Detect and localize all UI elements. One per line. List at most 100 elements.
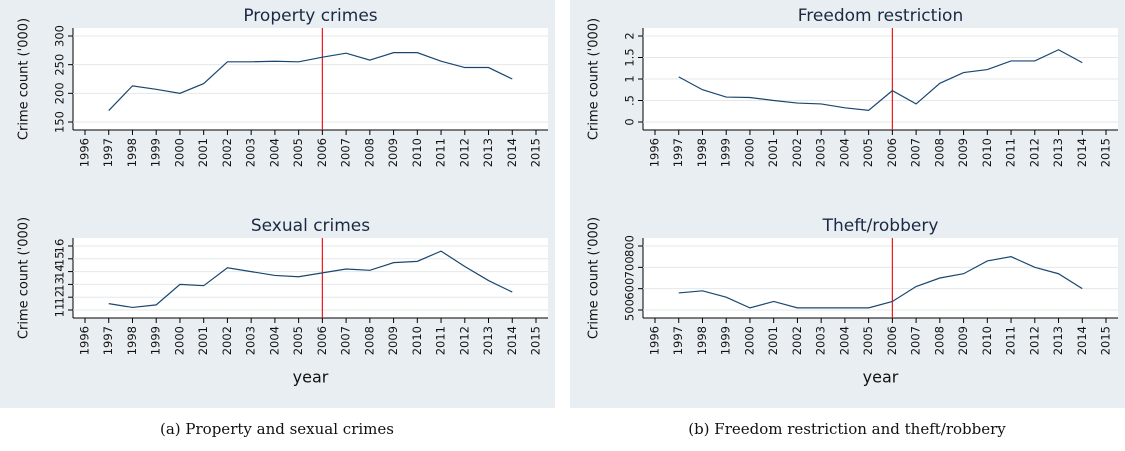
- y-tick-label: 12: [53, 290, 67, 305]
- y-tick-label: 200: [53, 82, 67, 104]
- y-tick-label: 16: [53, 239, 67, 254]
- x-tick-label: 2007: [909, 138, 923, 167]
- x-tick-label: 2009: [956, 138, 970, 167]
- x-tick-label: 2004: [837, 138, 851, 167]
- x-tick-label: 2013: [481, 138, 495, 167]
- x-tick-label: 2012: [457, 326, 471, 355]
- caption: (b) Freedom restriction and theft/robber…: [688, 420, 1006, 438]
- x-tick-label: 2012: [1027, 326, 1041, 355]
- x-tick-label: 2015: [529, 138, 543, 167]
- y-tick-label: 300: [53, 25, 67, 47]
- plot-area: [73, 28, 548, 130]
- x-tick-label: 2005: [291, 326, 305, 355]
- y-tick-label: 250: [53, 54, 67, 76]
- x-tick-label: 2000: [172, 138, 186, 167]
- x-tick-label: 2010: [980, 138, 994, 167]
- y-axis-label: Crime count ('000): [587, 18, 602, 140]
- y-tick-label: 1: [623, 75, 637, 82]
- x-tick-label: 2008: [932, 326, 946, 355]
- chart-title: Sexual crimes: [251, 216, 370, 236]
- x-tick-label: 2013: [481, 326, 495, 355]
- x-tick-label: 2008: [932, 138, 946, 167]
- x-tick-label: 2003: [814, 138, 828, 167]
- x-tick-label: 2011: [1004, 326, 1018, 355]
- x-tick-label: 2000: [742, 326, 756, 355]
- y-tick-label: 15: [53, 251, 67, 266]
- x-tick-label: 1999: [149, 326, 163, 355]
- x-tick-label: 2004: [267, 326, 281, 355]
- x-tick-label: 2007: [339, 326, 353, 355]
- y-tick-label: 11: [53, 303, 67, 318]
- x-tick-label: 1996: [78, 138, 92, 167]
- x-tick-label: 2001: [766, 138, 780, 167]
- y-tick-label: 600: [623, 278, 637, 300]
- x-tick-label: 2003: [244, 138, 258, 167]
- x-tick-label: 2002: [220, 326, 234, 355]
- y-axis-label: Crime count ('000): [17, 217, 32, 339]
- x-tick-label: 1998: [695, 138, 709, 167]
- x-tick-label: 1999: [149, 138, 163, 167]
- y-tick-label: 2: [623, 32, 637, 39]
- x-tick-label: 2010: [980, 326, 994, 355]
- x-tick-label: 1997: [101, 326, 115, 355]
- x-tick-label: 2003: [244, 326, 258, 355]
- plot-area: [73, 238, 548, 318]
- x-tick-label: 2006: [315, 138, 329, 167]
- x-tick-label: 1998: [125, 326, 139, 355]
- y-tick-label: 150: [53, 111, 67, 133]
- y-tick-label: 14: [53, 264, 67, 279]
- x-tick-label: 2011: [434, 138, 448, 167]
- x-tick-label: 2006: [885, 138, 899, 167]
- y-axis-label: Crime count ('000): [587, 217, 602, 339]
- x-tick-label: 1998: [125, 138, 139, 167]
- y-tick-label: 500: [623, 299, 637, 321]
- x-tick-label: 1996: [648, 326, 662, 355]
- x-tick-label: 1999: [719, 138, 733, 167]
- x-tick-label: 2010: [410, 326, 424, 355]
- x-tick-label: 2006: [315, 326, 329, 355]
- x-tick-label: 2012: [457, 138, 471, 167]
- x-tick-label: 2001: [766, 326, 780, 355]
- x-tick-label: 2012: [1027, 138, 1041, 167]
- x-tick-label: 2009: [386, 326, 400, 355]
- x-tick-label: 2014: [1075, 138, 1089, 167]
- caption: (a) Property and sexual crimes: [160, 420, 394, 438]
- x-tick-label: 1996: [78, 326, 92, 355]
- x-tick-label: 2015: [1099, 326, 1113, 355]
- x-tick-label: 2005: [291, 138, 305, 167]
- x-tick-label: 2015: [529, 326, 543, 355]
- x-tick-label: 2013: [1051, 138, 1065, 167]
- y-tick-label: 700: [623, 256, 637, 278]
- chart-title: Theft/robbery: [822, 216, 939, 236]
- x-tick-label: 1996: [648, 138, 662, 167]
- x-tick-label: 2013: [1051, 326, 1065, 355]
- x-tick-label: 2009: [386, 138, 400, 167]
- x-tick-label: 2006: [885, 326, 899, 355]
- x-tick-label: 1997: [671, 326, 685, 355]
- x-tick-label: 2014: [505, 326, 519, 355]
- plot-area: [643, 238, 1118, 318]
- x-tick-label: 2002: [220, 138, 234, 167]
- line: [678, 49, 1083, 112]
- x-tick-label: 2014: [505, 138, 519, 167]
- x-tick-label: 2011: [434, 326, 448, 355]
- x-tick-label: 2009: [956, 326, 970, 355]
- y-axis-label: Crime count ('000): [17, 18, 32, 140]
- x-tick-label: 2001: [196, 138, 210, 167]
- x-axis-label: year: [863, 368, 899, 387]
- x-tick-label: 2001: [196, 326, 210, 355]
- x-tick-label: 1997: [671, 138, 685, 167]
- y-tick-label: 13: [53, 277, 67, 292]
- x-tick-label: 2002: [790, 138, 804, 167]
- line: [678, 256, 1083, 309]
- x-tick-label: 1999: [719, 326, 733, 355]
- x-tick-label: 2008: [362, 138, 376, 167]
- x-tick-label: 2015: [1099, 138, 1113, 167]
- x-tick-label: 2002: [790, 326, 804, 355]
- x-tick-label: 2003: [814, 326, 828, 355]
- x-axis-label: year: [293, 368, 329, 387]
- x-tick-label: 2004: [267, 138, 281, 167]
- line: [108, 52, 513, 111]
- y-tick-label: .5: [623, 95, 637, 106]
